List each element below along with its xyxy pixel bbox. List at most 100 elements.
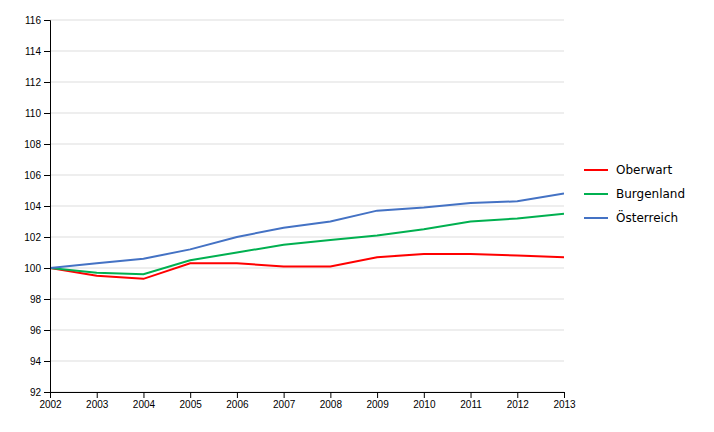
tick-label: 112 [25, 77, 41, 88]
tick-label: 2010 [413, 399, 436, 410]
legend-swatch [584, 217, 608, 219]
tick-mark [424, 392, 425, 398]
y-tick: 106 [24, 170, 50, 181]
tick-mark [237, 392, 238, 398]
tick-label: 114 [25, 46, 41, 57]
tick-mark [44, 361, 50, 362]
legend-swatch [584, 193, 608, 195]
tick-label: 2007 [273, 399, 296, 410]
x-tick: 2010 [413, 392, 436, 410]
series-line [50, 214, 564, 274]
tick-label: 2006 [226, 399, 249, 410]
x-tick: 2002 [39, 392, 62, 410]
y-tick: 104 [24, 201, 50, 212]
tick-mark [44, 299, 50, 300]
grid-line [50, 113, 564, 114]
tick-label: 100 [24, 263, 41, 274]
tick-label: 2005 [180, 399, 203, 410]
x-tick: 2012 [507, 392, 530, 410]
x-tick: 2004 [133, 392, 156, 410]
legend-label: Österreich [616, 209, 678, 225]
legend-item: Oberwart [584, 163, 672, 177]
tick-label: 96 [30, 325, 42, 336]
tick-label: 2009 [366, 399, 389, 410]
tick-label: 102 [24, 232, 41, 243]
y-tick: 114 [25, 46, 50, 57]
tick-mark [44, 113, 50, 114]
tick-label: 2011 [460, 399, 482, 410]
tick-label: 94 [30, 356, 42, 367]
tick-label: 2012 [507, 399, 530, 410]
tick-mark [44, 51, 50, 52]
legend-label: Oberwart [616, 163, 672, 177]
tick-mark [97, 392, 98, 398]
tick-mark [471, 392, 472, 398]
series-group [50, 194, 564, 279]
series-line [50, 194, 564, 268]
x-tick: 2003 [86, 392, 109, 410]
tick-label: 104 [24, 201, 41, 212]
chart: 2002 2003 2004 2005 2006 2007 2008 2009 2010 2011… [0, 0, 714, 432]
plot: 2002 2003 2004 2005 2006 2007 2008 2009 2010 2011… [24, 15, 576, 410]
legend-item: Österreich [584, 209, 678, 225]
tick-label: 108 [24, 139, 41, 150]
tick-mark [44, 392, 50, 393]
y-tick: 100 [24, 263, 50, 274]
tick-label: 110 [25, 108, 41, 119]
tick-mark [284, 392, 285, 398]
tick-label: 2013 [553, 399, 576, 410]
grid-line [50, 20, 564, 21]
grid-line [50, 237, 564, 238]
tick-mark [564, 392, 565, 398]
x-tick: 2005 [180, 392, 203, 410]
y-tick: 108 [24, 139, 50, 150]
y-tick: 110 [25, 108, 50, 119]
y-tick: 92 [30, 387, 50, 398]
tick-mark [44, 144, 50, 145]
tick-mark [517, 392, 518, 398]
tick-mark [44, 20, 50, 21]
grid-line [50, 175, 564, 176]
tick-mark [44, 82, 50, 83]
y-tick: 112 [25, 77, 50, 88]
y-axis: 92 94 96 98 100 102 104 106 108 110 112 114 116 [24, 15, 50, 398]
y-tick: 116 [25, 15, 50, 26]
grid-line [50, 299, 564, 300]
grid [50, 20, 564, 392]
legend-item: Burgenland [584, 187, 685, 201]
y-tick: 98 [30, 294, 50, 305]
tick-label: 2008 [320, 399, 343, 410]
tick-label: 116 [25, 15, 41, 26]
axis-line [44, 21, 51, 393]
x-axis: 2002 2003 2004 2005 2006 2007 2008 2009 2010 2011… [39, 392, 576, 410]
tick-mark [44, 268, 50, 269]
tick-mark [44, 237, 50, 238]
x-tick: 2009 [366, 392, 389, 410]
tick-mark [143, 392, 144, 398]
tick-label: 106 [24, 170, 41, 181]
tick-label: 2004 [133, 399, 156, 410]
tick-mark [330, 392, 331, 398]
grid-line [50, 51, 564, 52]
y-tick: 94 [30, 356, 50, 367]
legend-label: Burgenland [616, 187, 685, 201]
legend: Oberwart Burgenland Österreich [584, 163, 685, 225]
y-tick: 96 [30, 325, 50, 336]
tick-label: 2003 [86, 399, 109, 410]
tick-label: 92 [30, 387, 42, 398]
axis-line [51, 393, 565, 399]
grid-line [50, 144, 564, 145]
tick-mark [44, 175, 50, 176]
tick-mark [44, 330, 50, 331]
tick-mark [44, 206, 50, 207]
grid-line [50, 82, 564, 83]
x-tick: 2006 [226, 392, 249, 410]
grid-line [50, 206, 564, 207]
tick-label: 2002 [39, 399, 62, 410]
tick-mark [190, 392, 191, 398]
x-tick: 2008 [320, 392, 343, 410]
series-line [50, 254, 564, 279]
tick-mark [377, 392, 378, 398]
x-tick: 2007 [273, 392, 296, 410]
tick-label: 98 [30, 294, 42, 305]
